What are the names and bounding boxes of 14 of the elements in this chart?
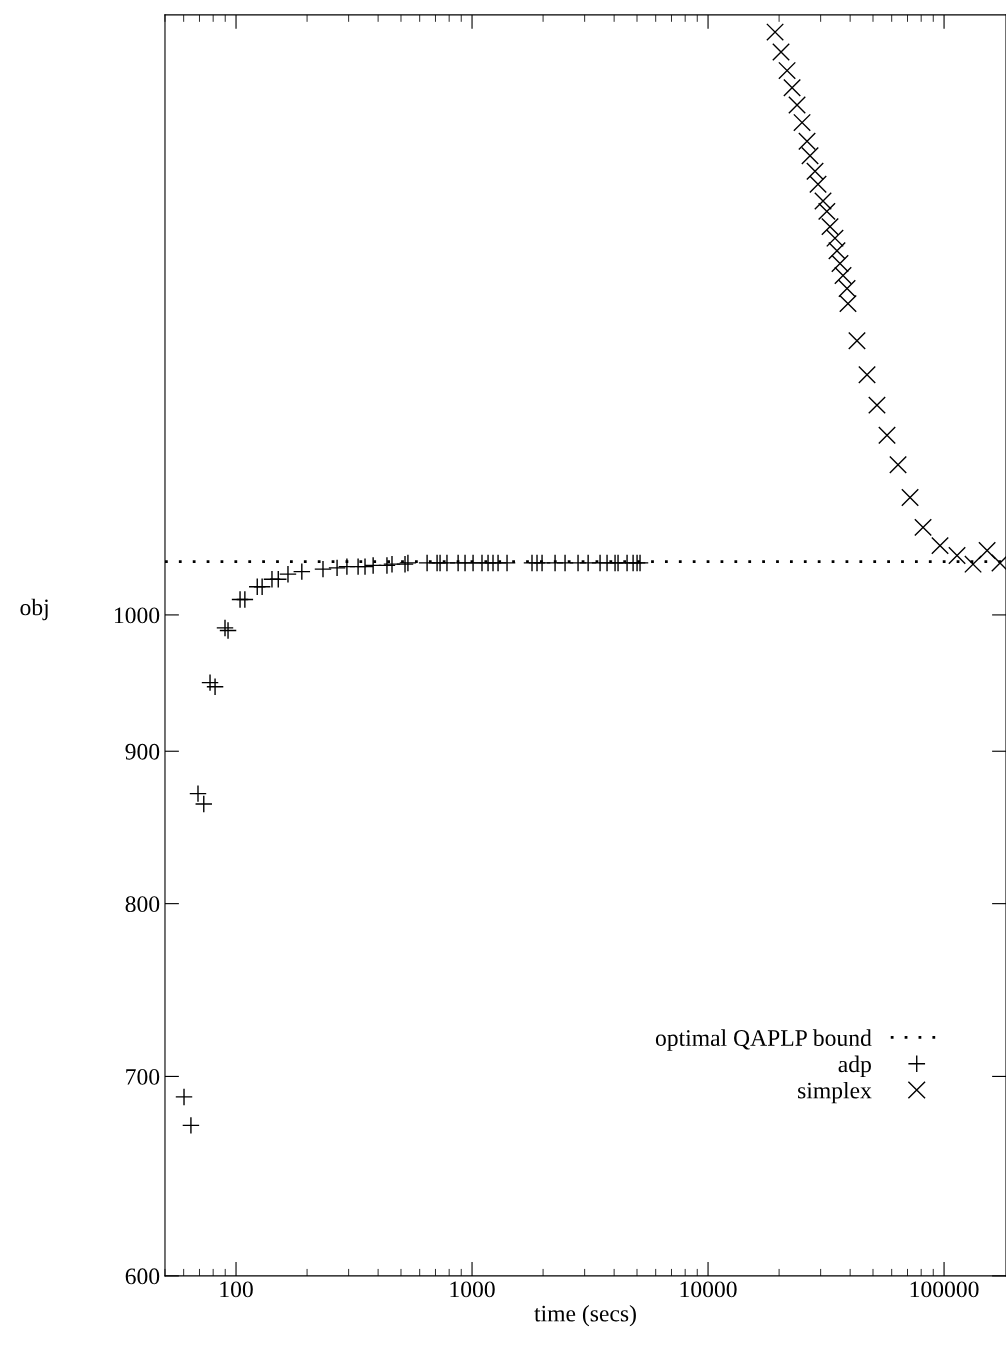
x-tick-label: 10000 [680, 1281, 737, 1298]
y-tick-label: 900 [125, 743, 160, 760]
x-axis-title: time (secs) [534, 1304, 636, 1327]
legend-label: optimal QAPLP bound [655, 1029, 872, 1051]
y-tick-label: 700 [126, 1068, 160, 1085]
y-axis-title: obj [20, 598, 48, 621]
legend-label: simplex [798, 1081, 872, 1104]
x-tick-label: 1000 [450, 1281, 495, 1298]
x-tick-label: 100 [220, 1281, 253, 1298]
legend-label: adp [838, 1055, 871, 1078]
x-tick-label: 100000 [910, 1281, 979, 1298]
y-tick-label: 1000 [114, 607, 160, 624]
y-tick-label: 800 [125, 896, 160, 913]
y-tick-label: 600 [125, 1268, 160, 1285]
